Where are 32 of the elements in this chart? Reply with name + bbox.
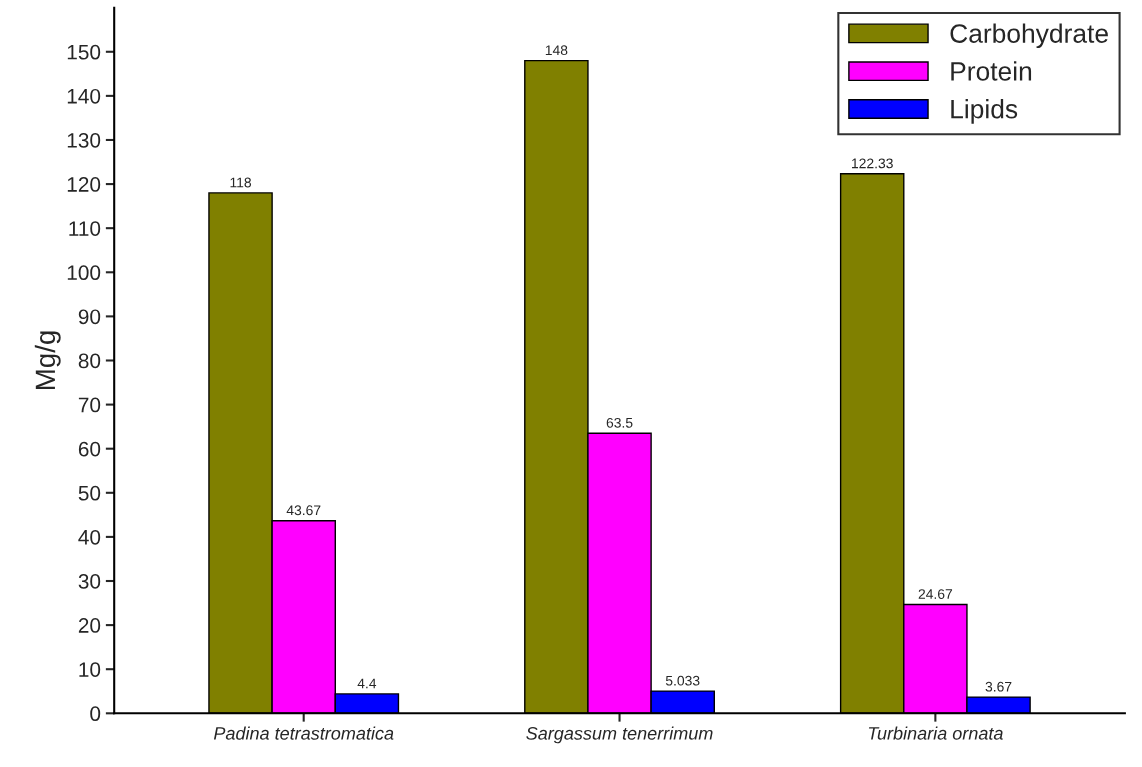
data-label: 43.67 (286, 505, 321, 516)
data-label: 3.67 (985, 681, 1012, 692)
data-label: 24.67 (918, 589, 953, 599)
y-tick-label: 30 (78, 574, 101, 589)
y-tick-label: 0 (90, 706, 101, 722)
data-label: 122.33 (852, 158, 893, 169)
legend-label: Carbohydrate (950, 23, 1108, 49)
x-tick-label: Sargassum tenerrimum (526, 726, 713, 744)
y-tick-label: 70 (78, 397, 101, 413)
legend-label: Protein (951, 61, 1032, 81)
y-tick-label: 50 (78, 485, 101, 501)
y-tick-label: 150 (67, 44, 101, 60)
data-label: 4.4 (357, 678, 377, 689)
y-tick-label: 80 (78, 353, 101, 369)
y-tick-label: 90 (78, 309, 101, 325)
y-tick-label: 130 (67, 132, 101, 148)
y-tick-label: 120 (67, 177, 101, 192)
data-label: 63.5 (606, 417, 633, 428)
y-tick-label: 110 (69, 221, 101, 236)
x-tick-label: Turbinaria ornata (868, 726, 1003, 740)
y-tick-label: 20 (78, 618, 101, 633)
y-tick-label: 40 (78, 529, 101, 545)
data-label: 5.033 (665, 675, 700, 686)
y-tick-label: 140 (67, 88, 101, 104)
y-tick-label: 10 (79, 662, 101, 677)
y-axis-title: Mg/g (34, 331, 61, 390)
data-label: 148 (545, 45, 568, 56)
y-tick-label: 100 (67, 265, 101, 281)
x-tick-label: Padina tetrastromatica (213, 726, 394, 740)
data-label: 118 (230, 177, 252, 188)
legend-label: Lipids (951, 99, 1018, 124)
y-tick-label: 60 (78, 441, 101, 457)
